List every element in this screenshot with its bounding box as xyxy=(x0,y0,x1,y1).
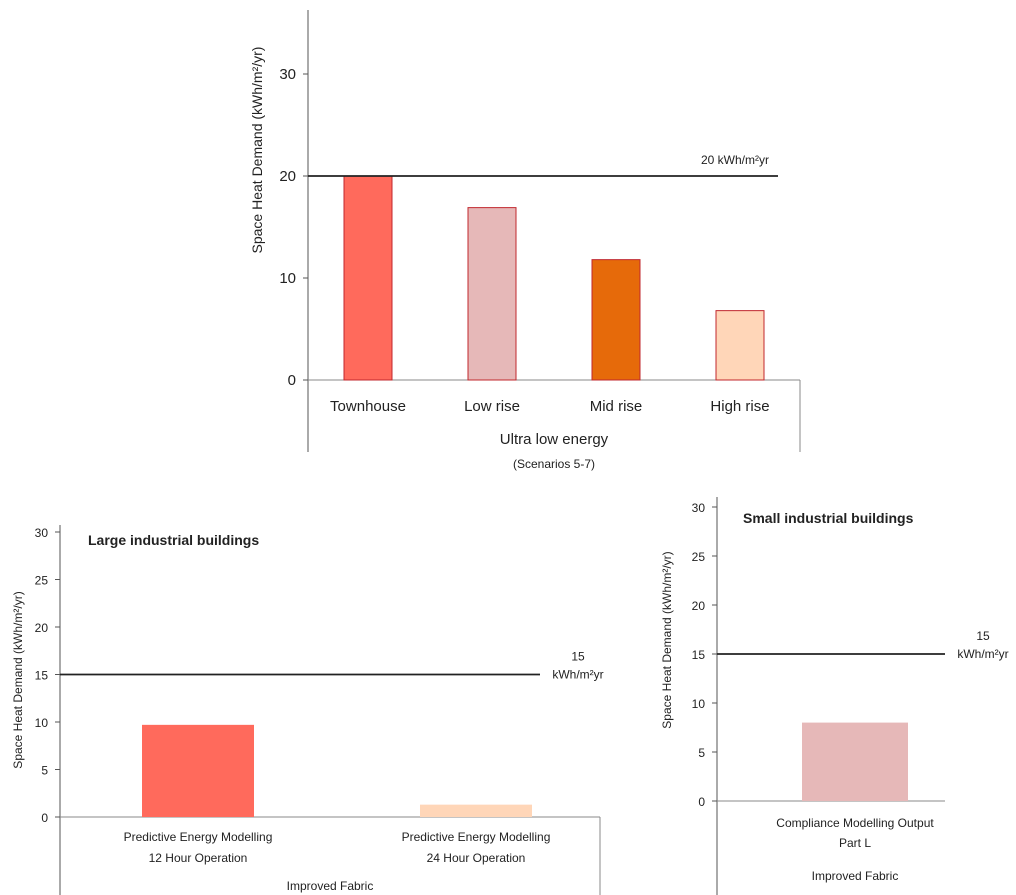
bar xyxy=(142,724,254,817)
reference-line-unit: kWh/m²yr xyxy=(957,647,1008,661)
y-tick-label: 30 xyxy=(35,526,49,540)
category-label: Predictive Energy Modelling xyxy=(124,830,273,844)
y-tick-label: 30 xyxy=(692,501,706,515)
chart-2: Large industrial buildings 0 5 10 15 20 25 30 Sp… xyxy=(11,525,604,895)
y-tick-label: 20 xyxy=(692,599,706,613)
bar xyxy=(591,259,641,381)
category-sublabel: 12 Hour Operation xyxy=(149,851,248,865)
group-label: Improved Fabric xyxy=(287,879,374,893)
reference-line-value: 15 xyxy=(976,629,990,643)
y-tick-label: 10 xyxy=(279,270,296,287)
y-axis-label: Space Heat Demand (kWh/m²/yr) xyxy=(11,591,25,768)
y-tick-label: 10 xyxy=(692,697,706,711)
y-tick-label: 10 xyxy=(35,716,49,730)
y-tick-label: 20 xyxy=(279,168,296,185)
y-tick-label: 25 xyxy=(692,550,706,564)
chart-title: Small industrial buildings xyxy=(743,510,914,526)
group-label: Ultra low energy xyxy=(500,431,609,448)
bar xyxy=(420,804,532,817)
bar xyxy=(343,175,393,381)
reference-line-value: 15 xyxy=(571,650,585,664)
y-tick-label: 20 xyxy=(35,621,49,635)
y-tick-label: 5 xyxy=(698,746,705,760)
reference-line-label: 20 kWh/m²yr xyxy=(701,153,769,167)
y-axis-label: Space Heat Demand (kWh/m²/yr) xyxy=(249,47,265,254)
y-tick-label: 15 xyxy=(692,648,706,662)
category-label: Low rise xyxy=(464,398,520,415)
reference-line-unit: kWh/m²yr xyxy=(552,668,603,682)
y-tick-label: 5 xyxy=(41,764,48,778)
category-label: Mid rise xyxy=(590,398,643,415)
bar xyxy=(802,722,908,801)
y-tick-label: 15 xyxy=(35,669,49,683)
chart-title: Large industrial buildings xyxy=(88,532,259,548)
category-label: High rise xyxy=(710,398,769,415)
category-label: Townhouse xyxy=(330,398,406,415)
y-tick-label: 25 xyxy=(35,574,49,588)
category-sublabel: 24 Hour Operation xyxy=(427,851,526,865)
group-sublabel: (Scenarios 5-7) xyxy=(513,457,595,471)
chart-1: 0 10 20 30 Space Heat Demand (kWh/m²/yr) Town… xyxy=(249,10,801,471)
category-label: Compliance Modelling Output xyxy=(776,816,934,830)
y-tick-label: 0 xyxy=(41,811,48,825)
y-axis-label: Space Heat Demand (kWh/m²/yr) xyxy=(660,551,674,728)
chart-3: Small industrial buildings 0 5 10 15 20 25 30 Sp… xyxy=(660,497,1009,895)
category-sublabel: Part L xyxy=(839,836,871,850)
y-tick-label: 0 xyxy=(288,372,296,389)
group-label: Improved Fabric xyxy=(812,869,899,883)
bar xyxy=(467,207,517,381)
y-tick-label: 30 xyxy=(279,66,296,83)
y-tick-label: 0 xyxy=(698,795,705,809)
category-label: Predictive Energy Modelling xyxy=(402,830,551,844)
bar xyxy=(715,310,765,381)
